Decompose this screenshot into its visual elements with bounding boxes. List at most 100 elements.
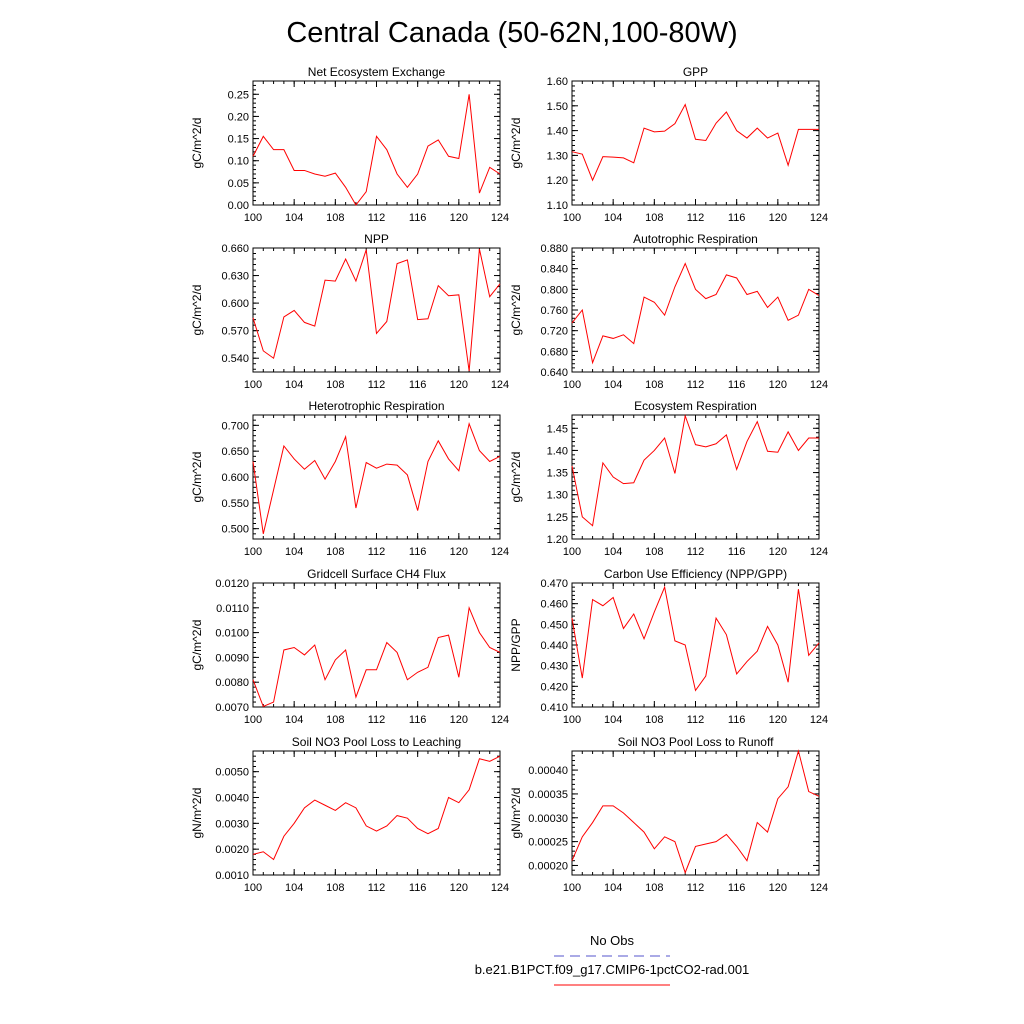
x-tick-label: 100 [563, 212, 581, 224]
x-tick-label: 112 [687, 379, 705, 391]
y-tick-label: 0.00040 [528, 765, 568, 777]
figure-title: Central Canada (50-62N,100-80W) [286, 17, 737, 49]
x-tick-label: 112 [687, 546, 705, 558]
y-tick-label: 1.25 [547, 512, 568, 524]
x-tick-label: 124 [491, 379, 509, 391]
series-line [571, 585, 820, 692]
y-axis-label: NPP/GPP [509, 618, 523, 671]
x-tick-label: 116 [409, 379, 427, 391]
y-tick-label: 0.500 [221, 524, 249, 536]
chart-panel: Soil NO3 Pool Loss to Runoff gN/m^2/d 100 1… [509, 735, 828, 894]
x-tick-label: 104 [285, 379, 303, 391]
panel-title: Heterotrophic Respiration [308, 399, 444, 413]
series-line [252, 422, 501, 534]
x-tick-label: 100 [244, 379, 262, 391]
y-tick-label: 1.30 [547, 150, 568, 162]
panel-title: GPP [683, 65, 708, 79]
x-tick-label: 108 [326, 546, 344, 558]
plot-frame [252, 247, 501, 373]
panel-title: Soil NO3 Pool Loss to Leaching [292, 735, 461, 749]
x-tick-label: 124 [810, 379, 828, 391]
x-tick-label: 116 [728, 882, 746, 894]
x-tick-label: 104 [285, 546, 303, 558]
y-tick-label: 1.35 [547, 468, 568, 480]
y-tick-label: 0.00030 [528, 813, 568, 825]
y-tick-label: 0.800 [540, 284, 568, 296]
chart-panel: GPP gC/m^2/d 100 104 108 112 116 120 124 1.10 1.20… [509, 65, 828, 224]
x-tick-label: 116 [728, 212, 746, 224]
y-tick-label: 0.20 [228, 111, 249, 123]
x-tick-label: 116 [728, 546, 746, 558]
x-tick-label: 108 [645, 212, 663, 224]
y-tick-label: 0.00020 [528, 860, 568, 872]
plot-frame [252, 582, 501, 708]
y-axis-label: gC/m^2/d [190, 285, 204, 336]
x-tick-label: 104 [604, 546, 622, 558]
x-tick-label: 124 [491, 882, 509, 894]
y-tick-label: 0.420 [540, 681, 568, 693]
x-tick-label: 120 [769, 882, 787, 894]
plot-frame [252, 414, 501, 540]
x-tick-label: 124 [810, 882, 828, 894]
x-tick-label: 108 [326, 714, 344, 726]
y-tick-label: 0.540 [221, 353, 249, 365]
x-tick-label: 124 [491, 212, 509, 224]
x-tick-label: 100 [563, 882, 581, 894]
y-tick-label: 0.660 [221, 243, 249, 255]
y-tick-label: 0.00025 [528, 837, 568, 849]
y-tick-label: 0.0030 [215, 818, 249, 830]
panel-title: Gridcell Surface CH4 Flux [307, 567, 446, 581]
x-tick-label: 104 [604, 714, 622, 726]
y-tick-label: 0.570 [221, 326, 249, 338]
panel-title: Autotrophic Respiration [633, 232, 758, 246]
y-tick-label: 1.30 [547, 490, 568, 502]
x-tick-label: 116 [409, 212, 427, 224]
y-tick-label: 0.0010 [215, 870, 249, 882]
x-tick-label: 104 [285, 882, 303, 894]
x-tick-label: 120 [769, 212, 787, 224]
y-axis-label: gN/m^2/d [509, 788, 523, 839]
x-tick-label: 112 [687, 212, 705, 224]
y-tick-label: 0.630 [221, 271, 249, 283]
y-axis-label: gC/m^2/d [509, 452, 523, 503]
x-tick-label: 116 [728, 379, 746, 391]
x-tick-label: 104 [285, 714, 303, 726]
y-tick-label: 0.0120 [215, 578, 249, 590]
y-tick-label: 0.25 [228, 89, 249, 101]
y-tick-label: 0.0100 [215, 628, 249, 640]
y-tick-label: 0.410 [540, 702, 568, 714]
y-tick-label: 0.650 [221, 446, 249, 458]
y-axis-label: gC/m^2/d [509, 118, 523, 169]
plot-frame [571, 414, 820, 540]
legend: No Obs b.e21.B1PCT.f09_g17.CMIP6-1pctCO2… [475, 933, 749, 986]
x-tick-label: 108 [326, 212, 344, 224]
y-tick-label: 0.00 [228, 200, 249, 212]
y-tick-label: 0.470 [540, 578, 568, 590]
chart-panel: Gridcell Surface CH4 Flux gC/m^2/d 100 104 1… [190, 567, 509, 726]
y-tick-label: 1.45 [547, 423, 568, 435]
x-tick-label: 100 [563, 714, 581, 726]
y-tick-label: 0.0020 [215, 844, 249, 856]
x-tick-label: 112 [687, 714, 705, 726]
y-tick-label: 0.0050 [215, 767, 249, 779]
series-line [252, 605, 501, 708]
y-tick-label: 0.10 [228, 156, 249, 168]
plot-frame [571, 80, 820, 206]
x-tick-label: 100 [563, 546, 581, 558]
x-tick-label: 120 [769, 714, 787, 726]
y-tick-label: 0.460 [540, 599, 568, 611]
x-tick-label: 112 [368, 882, 386, 894]
series-line [571, 103, 819, 182]
y-axis-label: gC/m^2/d [190, 620, 204, 671]
x-tick-label: 124 [491, 714, 509, 726]
series-line [571, 413, 819, 527]
x-tick-label: 124 [491, 546, 509, 558]
y-tick-label: 0.600 [221, 298, 249, 310]
y-tick-label: 0.550 [221, 498, 249, 510]
panels: Net Ecosystem Exchange gC/m^2/d 100 104 108 1… [190, 65, 828, 894]
plot-frame [571, 750, 820, 876]
series-line [571, 749, 820, 875]
y-tick-label: 1.20 [547, 534, 568, 546]
y-axis-label: gC/m^2/d [509, 285, 523, 336]
y-tick-label: 0.840 [540, 264, 568, 276]
